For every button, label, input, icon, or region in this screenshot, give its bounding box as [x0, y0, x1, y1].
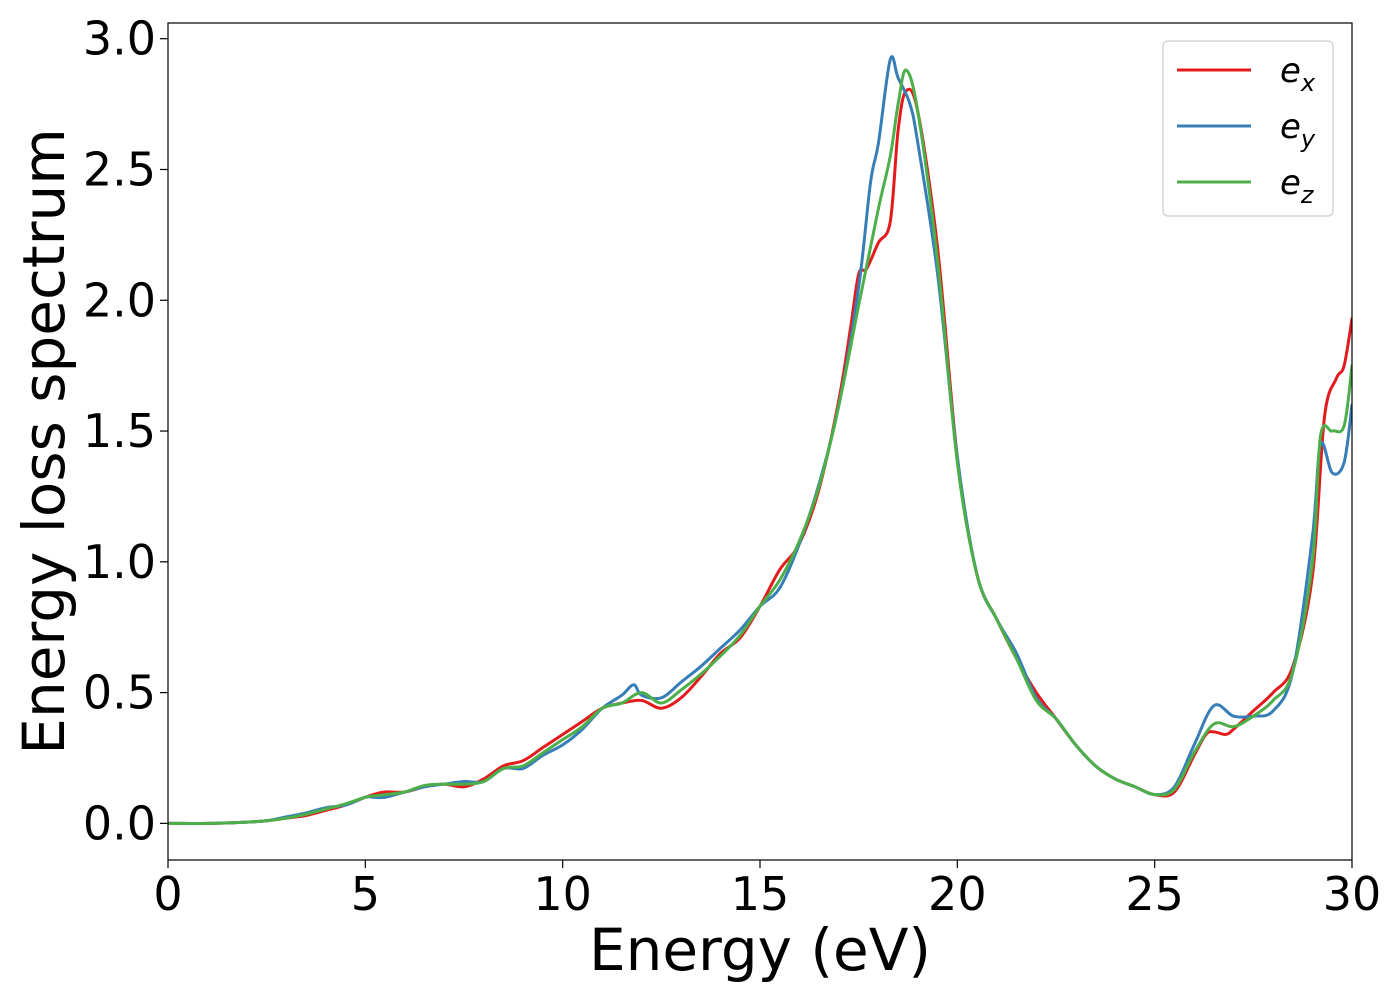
x-tick-label: 15	[731, 867, 790, 921]
x-axis: 0 5 10 15 20 25 30	[153, 860, 1381, 921]
y-tick-label: 1.5	[83, 404, 156, 458]
series-lines	[168, 55, 1352, 825]
y-axis: 0.0 0.5 1.0 1.5 2.0 2.5 3.0	[83, 12, 168, 850]
y-axis-label: Energy loss spectrum	[10, 128, 78, 754]
y-tick-label: 3.0	[83, 12, 156, 66]
legend: ex ey ez	[1162, 40, 1334, 217]
legend-box	[1162, 40, 1334, 217]
x-tick-label: 30	[1323, 867, 1382, 921]
y-tick-label: 0.5	[83, 666, 156, 720]
x-axis-label: Energy (eV)	[589, 916, 931, 984]
x-tick-label: 5	[351, 867, 380, 921]
y-tick-label: 0.0	[83, 796, 156, 850]
legend-label-x: ex	[1280, 51, 1316, 97]
x-tick-label: 10	[533, 867, 592, 921]
x-tick-label: 25	[1125, 867, 1184, 921]
series-line-z	[168, 68, 1352, 825]
legend-label-y: ey	[1280, 107, 1316, 153]
x-tick-label: 20	[928, 867, 987, 921]
x-tick-label: 0	[153, 867, 182, 921]
y-tick-label: 2.5	[83, 142, 156, 196]
legend-label-z: ez	[1280, 163, 1315, 209]
y-tick-label: 1.0	[83, 535, 156, 589]
y-tick-label: 2.0	[83, 273, 156, 327]
